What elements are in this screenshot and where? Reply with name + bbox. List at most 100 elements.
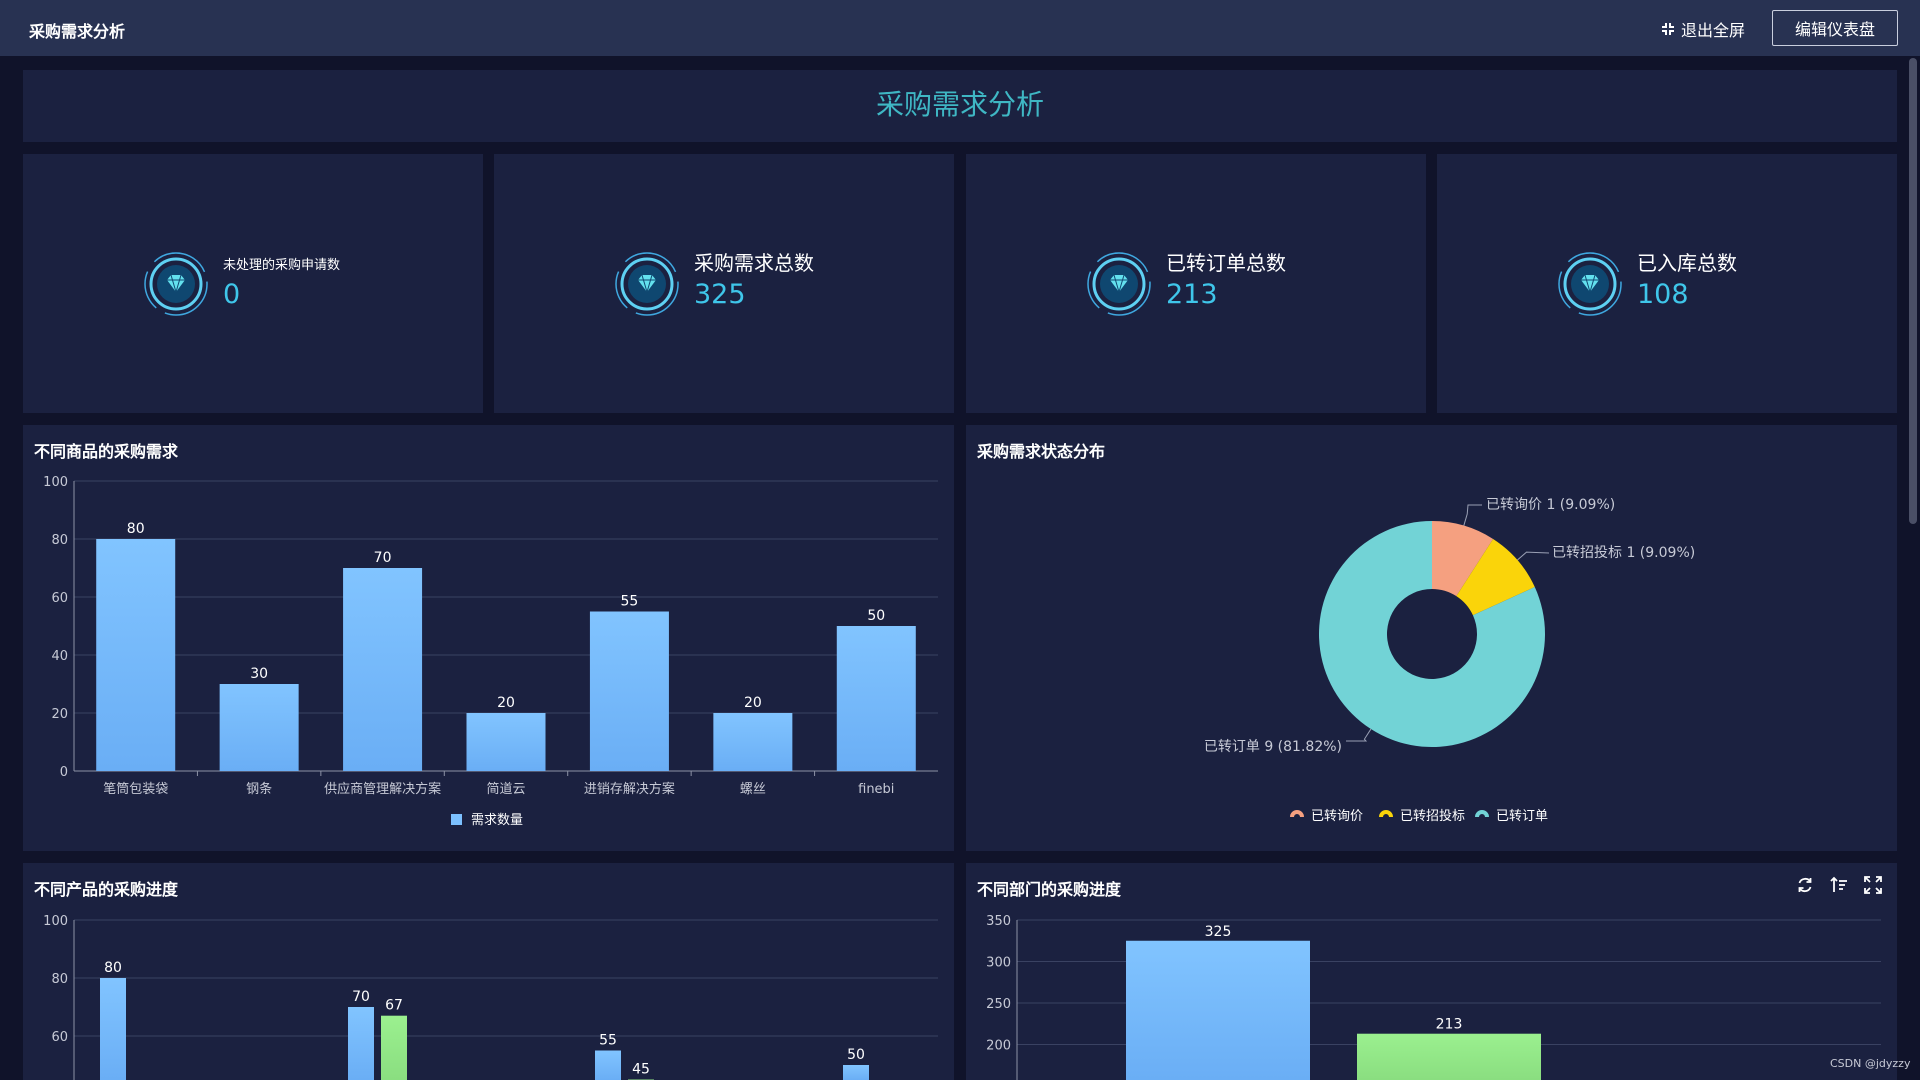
bar [595, 1050, 621, 1080]
x-tick-label: 进销存解决方案 [584, 781, 675, 797]
bar-value-label: 45 [632, 1062, 650, 1078]
bar-value-label: 20 [497, 695, 515, 711]
pie-leader-line [1517, 551, 1550, 561]
legend-swatch [451, 814, 462, 825]
diamond-facets [167, 274, 185, 293]
ring-mid [149, 257, 203, 311]
bar [713, 713, 793, 771]
bar [343, 568, 423, 771]
bar-value-label: 67 [385, 998, 403, 1014]
x-tick-label: finebi [858, 782, 894, 797]
y-tick-label: 60 [51, 1030, 68, 1045]
legend-label: 已转招投标 [1400, 808, 1465, 824]
refresh-icon[interactable] [1795, 875, 1815, 895]
department-progress-chart: 200 250 300 350 325 213 [986, 914, 1881, 1080]
ring-outer [1558, 252, 1622, 316]
legend-label: 已转订单 [1496, 809, 1548, 824]
panel-title: 不同部门的采购进度 [977, 880, 1122, 899]
expand-icon[interactable] [1863, 875, 1883, 895]
diamond [1110, 275, 1128, 292]
pie-slice [1456, 538, 1535, 616]
diamond [167, 275, 185, 292]
bar [96, 539, 176, 771]
y-tick-label: 200 [986, 1039, 1011, 1054]
y-tick-label: 80 [51, 972, 68, 987]
pie-slice-label: 已转订单 9 (81.82%) [1204, 739, 1342, 755]
bar [381, 1015, 407, 1080]
diamond-ring-icon [143, 251, 209, 317]
diamond-ring-icon [1086, 251, 1152, 317]
legend-swatch [1379, 810, 1393, 817]
bar [1357, 1033, 1541, 1080]
goods-demand-panel: 不同商品的采购需求 0 20 40 60 80 100 80 笔筒包装袋 30 钢条 70 供应商管理… [23, 425, 954, 851]
scrollbar-thumb[interactable] [1909, 58, 1917, 524]
kpi-label: 已入库总数 [1637, 251, 1737, 275]
exit-fullscreen-button[interactable]: 退出全屏 [1661, 17, 1745, 41]
legend-swatch [1475, 810, 1489, 817]
kpi-value: 108 [1637, 279, 1689, 310]
diamond-facets [1110, 274, 1128, 293]
bar-value-label: 50 [867, 608, 885, 624]
kpi-label: 采购需求总数 [694, 251, 814, 275]
diamond-ring-icon [614, 251, 680, 317]
ring-mid [1563, 257, 1617, 311]
bar-value-label: 70 [352, 989, 370, 1005]
bar-value-label: 30 [250, 666, 268, 682]
pie-leader-line [1346, 728, 1372, 742]
y-tick-label: 20 [51, 707, 68, 722]
ring-outer [615, 252, 679, 316]
legend-label: 需求数量 [471, 813, 523, 828]
pie-leader-line [1463, 504, 1482, 526]
bar [589, 611, 669, 771]
product-progress-panel: 不同产品的采购进度 60 80 100 80 70 67 55 45 50 [23, 863, 954, 1080]
bar [1126, 940, 1310, 1080]
pie-slice-label: 已转询价 1 (9.09%) [1486, 497, 1615, 513]
y-tick-label: 100 [43, 475, 68, 490]
x-tick-label: 笔筒包装袋 [103, 781, 168, 797]
y-tick-label: 80 [51, 533, 68, 548]
kpi-label: 已转订单总数 [1166, 251, 1286, 275]
department-progress-panel: 不同部门的采购进度 200 250 300 350 325 213 [966, 863, 1897, 1080]
bar-value-label: 80 [127, 521, 145, 537]
sort-icon[interactable] [1829, 875, 1849, 895]
y-tick-label: 100 [43, 914, 68, 929]
status-pie-chart: 已转询价 1 (9.09%) 已转招投标 1 (9.09%) 已转订单 9 (81.… [1204, 497, 1695, 824]
exit-fullscreen-label: 退出全屏 [1681, 21, 1746, 40]
legend-swatch [1290, 810, 1304, 817]
diamond-facets [638, 274, 656, 293]
bar-value-label: 20 [744, 695, 762, 711]
app-title: 采购需求分析 [29, 22, 126, 41]
y-tick-label: 40 [51, 649, 68, 664]
ring-outer [144, 252, 208, 316]
x-tick-label: 钢条 [246, 781, 272, 797]
banner-title: 采购需求分析 [875, 88, 1044, 121]
compress-icon [1661, 22, 1675, 36]
bar-value-label: 50 [847, 1047, 865, 1063]
ring-outer [1087, 252, 1151, 316]
edit-dashboard-button[interactable]: 编辑仪表盘 [1772, 10, 1898, 46]
diamond [1581, 275, 1599, 292]
bar [466, 713, 546, 771]
bar-value-label: 70 [374, 550, 392, 566]
bar [219, 684, 299, 771]
kpi-card-stocked: 已入库总数 108 [1437, 154, 1897, 413]
kpi-label: 未处理的采购申请数 [223, 258, 341, 273]
watermark: CSDN @jdyzzy [1830, 1057, 1911, 1070]
bar-value-label: 325 [1205, 924, 1232, 940]
status-distribution-panel: 采购需求状态分布 已转询价 1 (9.09%) 已转招投标 1 (9.09%) 已转… [966, 425, 1897, 851]
y-tick-label: 300 [986, 956, 1011, 971]
ring-mid [620, 257, 674, 311]
y-tick-label: 350 [986, 914, 1011, 929]
kpi-value: 325 [694, 279, 746, 310]
legend-label: 已转询价 [1311, 809, 1363, 824]
product-progress-chart: 60 80 100 80 70 67 55 45 50 [43, 914, 938, 1080]
panel-title: 不同商品的采购需求 [34, 442, 179, 461]
y-tick-label: 60 [51, 591, 68, 606]
bar-value-label: 55 [621, 594, 639, 610]
pie-slice [1432, 521, 1494, 597]
diamond [638, 275, 656, 292]
x-tick-label: 简道云 [486, 781, 525, 797]
y-tick-label: 250 [986, 997, 1011, 1012]
pie-slice [1319, 521, 1545, 747]
bar [836, 626, 916, 771]
